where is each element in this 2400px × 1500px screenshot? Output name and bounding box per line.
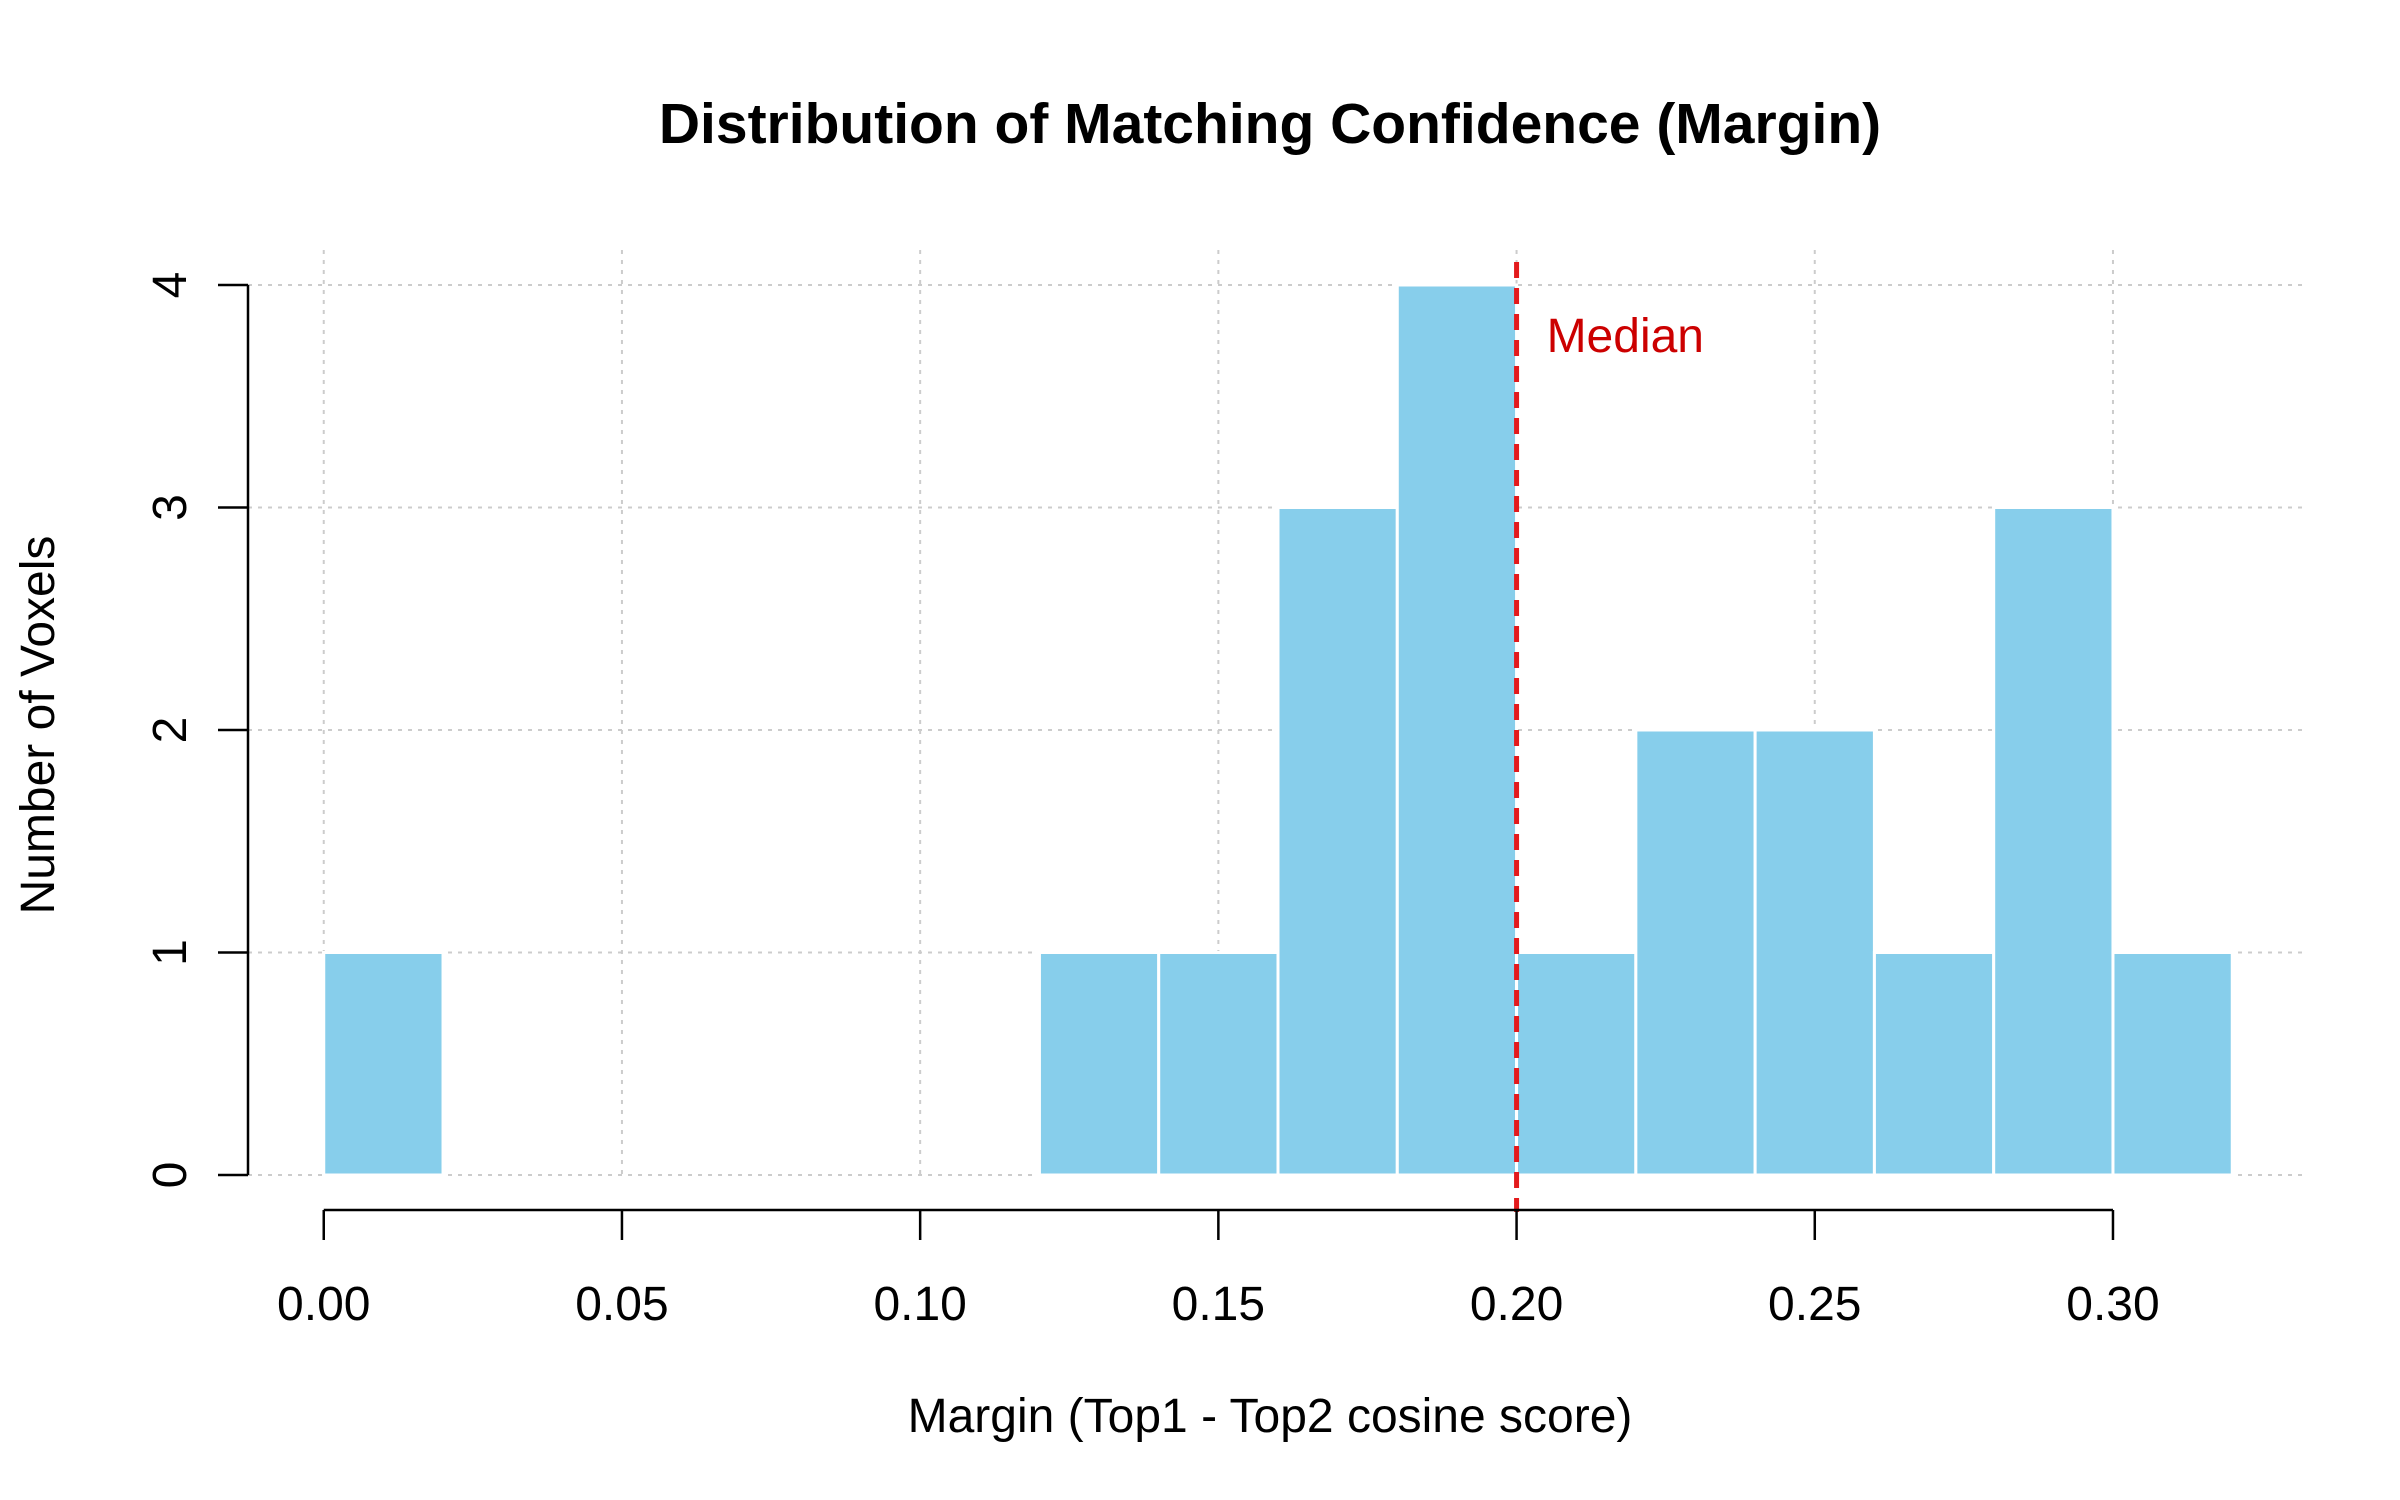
y-tick-label: 2: [144, 717, 197, 744]
x-tick-label: 0.00: [277, 1278, 370, 1331]
y-tick-label: 0: [144, 1162, 197, 1189]
median-marker: Median: [1514, 262, 1704, 1212]
x-axis-label: Margin (Top1 - Top2 cosine score): [908, 1390, 1633, 1443]
x-tick-label: 0.10: [873, 1278, 966, 1331]
histogram-bar: [1872, 951, 1996, 1177]
histogram-bar: [1395, 283, 1519, 1177]
histogram-bar: [322, 951, 445, 1177]
y-tick-label: 4: [144, 272, 197, 299]
y-tick-label: 3: [144, 494, 197, 521]
axes: 0 1 2 3 4 0.00 0.05 0.10 0.15 0.20 0.25 0.30: [144, 272, 2160, 1331]
histogram-bar: [1992, 506, 2115, 1177]
x-tick-label: 0.20: [1470, 1278, 1563, 1331]
x-tick-label: 0.05: [575, 1278, 668, 1331]
histogram-bar: [1753, 728, 1876, 1177]
histogram-bar: [1037, 951, 1161, 1177]
histogram-bar: [1634, 728, 1757, 1177]
x-tick-label: 0.15: [1172, 1278, 1265, 1331]
x-tick-label: 0.30: [2066, 1278, 2159, 1331]
histogram-bar: [1157, 951, 1280, 1177]
chart-title: Distribution of Matching Confidence (Mar…: [659, 92, 1881, 156]
histogram-bar: [2111, 951, 2234, 1177]
y-tick-label: 1: [144, 939, 197, 966]
y-axis-label: Number of Voxels: [12, 536, 65, 915]
median-label: Median: [1547, 310, 1704, 363]
histogram-bar: [1515, 951, 1638, 1177]
x-tick-label: 0.25: [1768, 1278, 1861, 1331]
histogram-bars: [322, 283, 2234, 1177]
histogram-bar: [1276, 506, 1399, 1177]
